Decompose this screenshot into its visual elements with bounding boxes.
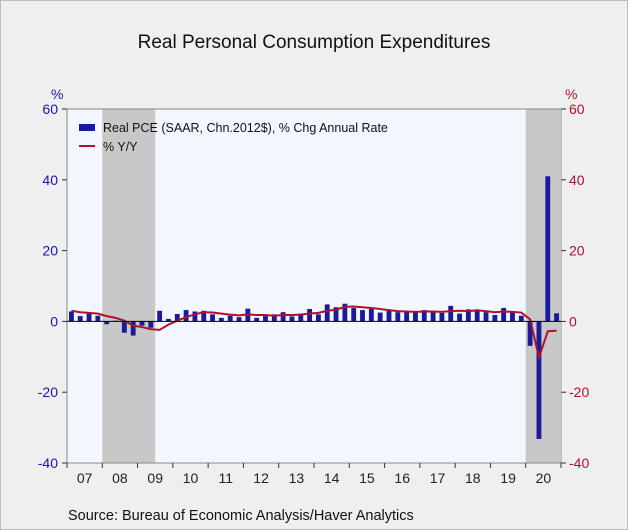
x-tick-label: 10 (183, 470, 199, 486)
chart-title: Real Personal Consumption Expenditures (137, 32, 491, 53)
right-tick-label: 0 (569, 313, 577, 329)
bar (518, 315, 524, 322)
left-tick-label: 40 (42, 172, 58, 188)
bar (174, 313, 180, 322)
x-tick-label: 11 (219, 470, 234, 486)
bar (545, 176, 551, 322)
legend-bar-swatch (79, 124, 95, 131)
recession-band (102, 109, 156, 463)
bar (360, 310, 365, 322)
x-tick-label: 08 (112, 470, 128, 486)
bar (474, 309, 480, 322)
bar (448, 305, 454, 322)
bar (130, 321, 136, 336)
bar (351, 307, 357, 322)
right-tick-label: 60 (569, 101, 585, 117)
bar (280, 312, 286, 322)
left-axis-unit: % (51, 86, 63, 102)
bar (492, 315, 498, 322)
bar (121, 321, 127, 333)
left-tick-label: -40 (38, 455, 58, 471)
right-tick-label: 40 (569, 172, 585, 188)
bar (271, 314, 277, 322)
bar (289, 316, 295, 322)
bar (192, 311, 198, 322)
bar (342, 303, 348, 322)
bar (95, 315, 101, 322)
bar (483, 312, 489, 322)
bar (236, 317, 242, 322)
bar (254, 317, 260, 322)
bar (227, 315, 233, 322)
bar (536, 321, 542, 439)
legend-bar-label: Real PCE (SAAR, Chn.2012$), % Chg Annual… (103, 121, 388, 135)
bar (201, 310, 207, 322)
x-tick-label: 14 (324, 470, 340, 486)
bar (404, 311, 410, 322)
right-axis-unit: % (565, 86, 577, 102)
bar (430, 312, 436, 322)
bar (510, 311, 515, 322)
bar (554, 313, 560, 322)
bar (315, 314, 321, 322)
x-tick-label: 20 (536, 470, 552, 486)
bar (148, 321, 154, 328)
bar (139, 321, 145, 326)
bar (421, 310, 427, 322)
left-tick-label: 20 (42, 243, 58, 259)
bar (104, 321, 110, 325)
left-tick-label: 0 (50, 313, 58, 329)
legend-line-label: % Y/Y (103, 140, 138, 154)
x-tick-label: 07 (77, 470, 93, 486)
x-tick-label: 16 (394, 470, 410, 486)
bar (439, 312, 445, 322)
left-tick-label: 60 (42, 101, 58, 117)
bar (183, 310, 189, 322)
bar (298, 313, 304, 322)
bar (395, 312, 401, 322)
bar (210, 314, 215, 322)
x-tick-label: 15 (359, 470, 375, 486)
bar (77, 316, 83, 322)
bar (86, 313, 92, 322)
bar (333, 307, 339, 322)
x-tick-label: 17 (430, 470, 446, 486)
bar (377, 312, 383, 322)
bar (368, 309, 374, 322)
bar (218, 317, 224, 322)
bar (413, 311, 418, 322)
bar (166, 318, 171, 322)
x-tick-label: 09 (147, 470, 163, 486)
bar (263, 316, 268, 322)
bar (386, 310, 392, 322)
bar (527, 321, 533, 346)
bar (68, 311, 74, 322)
x-tick-label: 19 (500, 470, 516, 486)
bar (465, 309, 471, 322)
right-tick-label: 20 (569, 243, 585, 259)
recession-band (525, 109, 561, 463)
bar (501, 307, 507, 322)
source-note: Source: Bureau of Economic Analysis/Have… (68, 508, 414, 524)
bar (157, 310, 163, 322)
x-tick-label: 18 (465, 470, 481, 486)
x-tick-label: 12 (253, 470, 269, 486)
bar (324, 304, 330, 322)
x-tick-label: 13 (289, 470, 305, 486)
left-tick-label: -20 (38, 384, 58, 400)
bar (457, 313, 462, 322)
right-tick-label: -40 (569, 455, 589, 471)
yoy-line (71, 305, 557, 362)
right-tick-label: -20 (569, 384, 589, 400)
bar (307, 309, 313, 322)
